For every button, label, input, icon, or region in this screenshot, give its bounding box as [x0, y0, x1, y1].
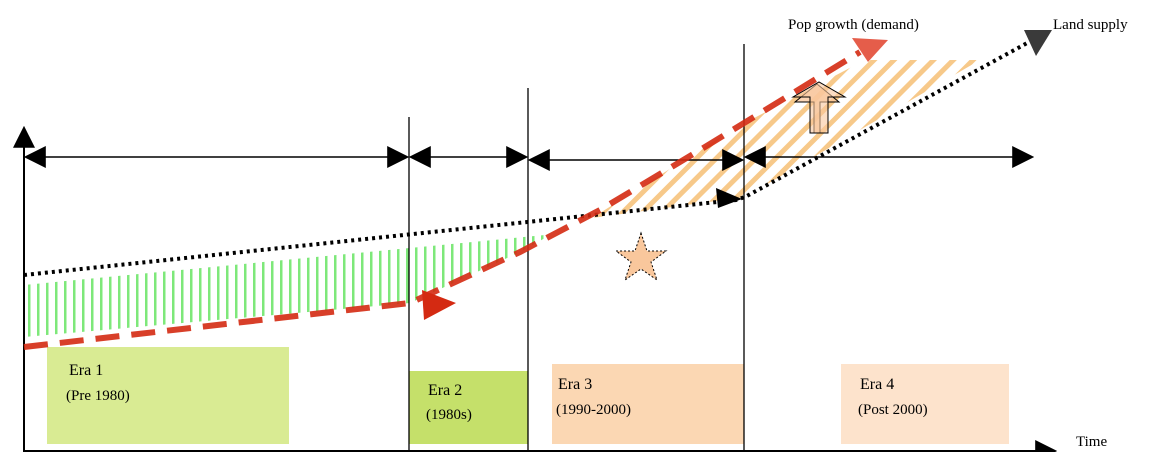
time-label: Time [1076, 434, 1107, 450]
land-supply-line [23, 34, 1041, 277]
era-1-paren: ( [66, 388, 71, 404]
land-supply-label: Land supply [1053, 17, 1128, 33]
era-4-title: Era 4 [860, 376, 894, 393]
era-1-title: Era 1 [69, 362, 103, 379]
land-supply-arrowhead-end [1024, 30, 1052, 56]
shortage-area [592, 60, 980, 218]
era-3-box [552, 364, 744, 444]
era-4-box [841, 364, 1009, 444]
pop-growth-arrowhead-mid [422, 290, 456, 320]
star-icon [614, 231, 668, 282]
era-2-title: Era 2 [428, 382, 462, 399]
era-4-subtitle: (Post 2000) [858, 402, 928, 418]
era-3-title: Era 3 [558, 376, 592, 393]
era-2-subtitle: (1980s) [426, 407, 472, 423]
era-3-subtitle: (1990-2000) [556, 402, 631, 418]
era-2-box [409, 371, 528, 444]
pop-growth-arrowhead-end [852, 38, 888, 62]
up-arrow-icon-body [791, 81, 847, 134]
era-1-subtitle: (Pre 1980) [66, 388, 130, 404]
land-supply-arrowhead-mid [716, 188, 742, 208]
pop-growth-label: Pop growth (demand) [788, 17, 919, 33]
surplus-area [24, 235, 545, 337]
era-1-box [47, 347, 289, 444]
pop-growth-line [23, 49, 862, 350]
era-1-subtitle-text: Pre 1980) [71, 388, 130, 404]
